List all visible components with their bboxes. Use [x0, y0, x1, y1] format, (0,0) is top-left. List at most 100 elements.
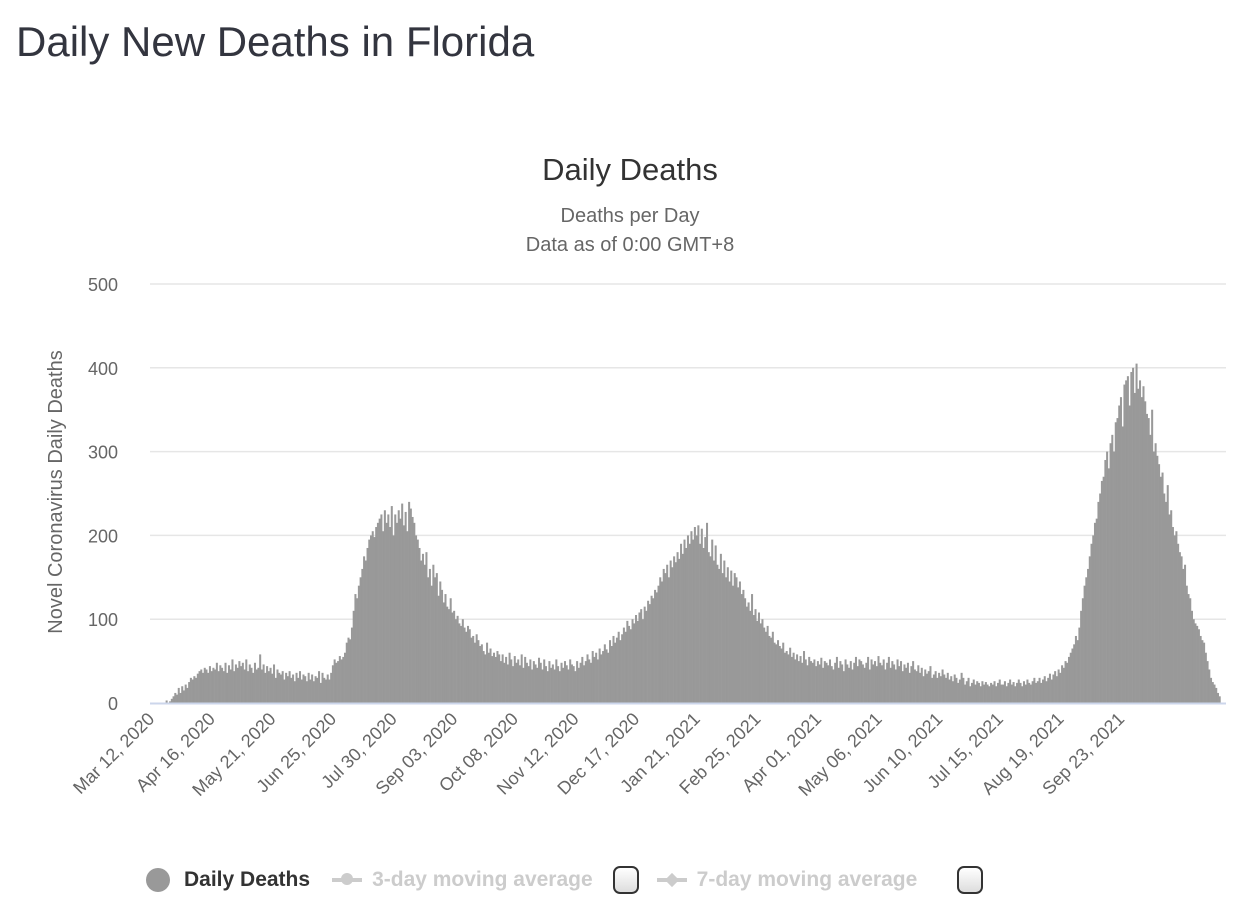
bar[interactable] [1118, 405, 1121, 703]
bar[interactable] [248, 664, 251, 703]
bar[interactable] [657, 585, 660, 703]
bar[interactable] [395, 522, 399, 703]
bar[interactable] [654, 589, 657, 703]
bar[interactable] [908, 672, 911, 703]
bar[interactable] [1163, 493, 1166, 704]
bar[interactable] [778, 646, 781, 703]
bar[interactable] [917, 665, 920, 703]
bar[interactable] [841, 664, 844, 703]
bar[interactable] [1040, 682, 1043, 703]
bar[interactable] [479, 646, 482, 703]
bar[interactable] [446, 606, 449, 703]
bar[interactable] [1215, 687, 1218, 703]
bar[interactable] [550, 667, 553, 703]
bar[interactable] [416, 539, 419, 703]
bar[interactable] [427, 577, 430, 703]
bar[interactable] [1083, 585, 1086, 703]
bar[interactable] [723, 560, 726, 703]
bar[interactable] [1055, 676, 1058, 703]
bar[interactable] [475, 634, 478, 703]
bar[interactable] [1031, 681, 1034, 703]
bar[interactable] [198, 671, 201, 703]
bar[interactable] [425, 552, 428, 703]
bar[interactable] [887, 656, 890, 703]
bar[interactable] [953, 674, 956, 703]
bar[interactable] [823, 661, 826, 703]
bar[interactable] [165, 700, 168, 703]
bar[interactable] [292, 674, 295, 703]
bar[interactable] [349, 639, 352, 703]
bar[interactable] [279, 674, 282, 703]
bar[interactable] [390, 506, 393, 703]
bar[interactable] [695, 535, 698, 703]
bar[interactable] [515, 662, 518, 703]
bar[interactable] [241, 662, 244, 703]
bar[interactable] [538, 657, 541, 703]
bar[interactable] [281, 671, 284, 703]
bar[interactable] [790, 656, 793, 703]
bar[interactable] [877, 656, 880, 703]
bar[interactable] [896, 659, 899, 703]
bar[interactable] [1002, 684, 1005, 703]
bar[interactable] [617, 631, 620, 703]
bar[interactable] [1139, 380, 1142, 703]
legend-item-daily-deaths[interactable]: Daily Deaths [146, 868, 310, 892]
bar[interactable] [681, 553, 684, 703]
bar[interactable] [1166, 485, 1169, 703]
bar[interactable] [394, 514, 397, 703]
bar[interactable] [1054, 671, 1057, 703]
bar[interactable] [1042, 679, 1045, 703]
bar[interactable] [1192, 619, 1195, 703]
bar[interactable] [925, 673, 929, 703]
bar[interactable] [271, 673, 274, 703]
bar[interactable] [835, 656, 838, 703]
bar[interactable] [243, 669, 246, 703]
bar[interactable] [868, 669, 871, 703]
bar[interactable] [340, 659, 343, 703]
bar[interactable] [1152, 451, 1155, 703]
bar[interactable] [893, 664, 896, 703]
bar[interactable] [1206, 661, 1209, 703]
bar[interactable] [415, 535, 418, 703]
bar[interactable] [557, 666, 560, 703]
bar[interactable] [520, 654, 523, 703]
bar[interactable] [472, 635, 475, 703]
bar[interactable] [1126, 376, 1129, 703]
bar[interactable] [939, 676, 942, 703]
bar[interactable] [827, 665, 830, 703]
bar[interactable] [579, 662, 582, 703]
bar[interactable] [174, 692, 177, 703]
bar[interactable] [652, 598, 655, 703]
bar[interactable] [496, 651, 499, 703]
bar[interactable] [233, 671, 236, 703]
bar[interactable] [247, 671, 250, 703]
bar[interactable] [344, 652, 347, 703]
bar[interactable] [1156, 455, 1159, 703]
bar[interactable] [704, 537, 707, 703]
bar[interactable] [666, 564, 669, 703]
bar[interactable] [558, 671, 561, 703]
bar[interactable] [437, 595, 440, 703]
bar[interactable] [337, 661, 340, 703]
bar[interactable] [1050, 679, 1053, 703]
bar[interactable] [718, 568, 721, 703]
bar[interactable] [368, 539, 371, 703]
bar[interactable] [737, 587, 740, 703]
bar[interactable] [1014, 686, 1017, 703]
bar[interactable] [943, 674, 946, 703]
bar[interactable] [903, 664, 906, 703]
bar[interactable] [1161, 472, 1164, 703]
bar[interactable] [595, 652, 598, 703]
bar[interactable] [470, 637, 473, 703]
bar[interactable] [1088, 556, 1091, 703]
bar[interactable] [998, 679, 1001, 703]
bar[interactable] [1024, 684, 1027, 703]
bar[interactable] [738, 581, 741, 703]
bar[interactable] [402, 525, 405, 703]
bar[interactable] [463, 627, 466, 703]
bar[interactable] [971, 682, 974, 703]
bar[interactable] [510, 659, 513, 703]
bar[interactable] [643, 606, 646, 703]
bar[interactable] [466, 625, 470, 703]
bar[interactable] [846, 664, 849, 703]
